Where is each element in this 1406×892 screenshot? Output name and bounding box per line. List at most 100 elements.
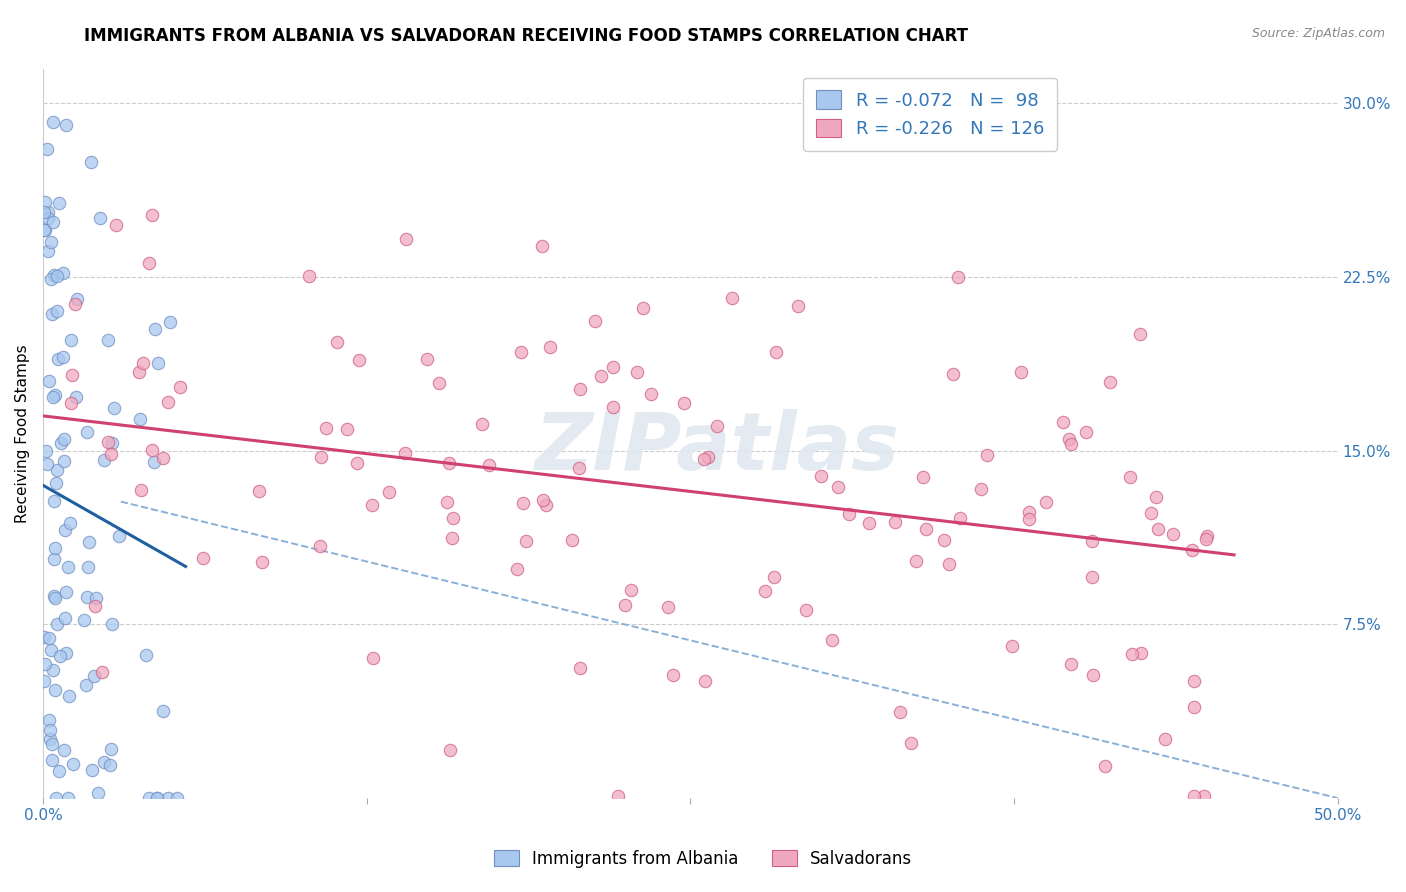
Point [531, 238, 554, 252]
Point [191, 551, 214, 566]
Point [146, 356, 169, 370]
Point [89, 211, 111, 226]
Point [561, 533, 583, 547]
Point [478, 458, 501, 472]
Y-axis label: Receiving Food Stamps: Receiving Food Stamps [15, 344, 30, 523]
Point [620, 582, 643, 597]
Point [35, 443, 58, 458]
Point [706, 419, 728, 434]
Point [614, 598, 637, 612]
Point [1018, 505, 1040, 519]
Point [53, 611, 76, 625]
Point [44, 591, 66, 605]
Point [1147, 522, 1170, 536]
Point [41, 753, 63, 767]
Point [938, 558, 960, 572]
Point [97, 333, 120, 347]
Point [44, 387, 66, 401]
Point [415, 351, 437, 366]
Point [41, 737, 63, 751]
Point [1129, 327, 1152, 342]
Point [932, 533, 955, 547]
Point [100, 447, 122, 461]
Point [58, 690, 80, 704]
Point [360, 498, 382, 512]
Point [1144, 490, 1167, 504]
Point [1129, 646, 1152, 660]
Point [62, 757, 84, 772]
Point [697, 450, 720, 465]
Point [100, 741, 122, 756]
Point [441, 510, 464, 524]
Point [247, 484, 270, 499]
Point [1081, 667, 1104, 681]
Point [98, 758, 121, 772]
Point [510, 345, 533, 359]
Point [308, 539, 330, 553]
Point [141, 208, 163, 222]
Point [166, 791, 188, 805]
Point [76, 425, 98, 440]
Point [346, 456, 368, 470]
Point [1181, 543, 1204, 558]
Point [505, 562, 527, 576]
Point [52, 266, 75, 280]
Point [103, 401, 125, 415]
Point [250, 555, 273, 569]
Point [76, 559, 98, 574]
Point [143, 322, 166, 336]
Point [38, 375, 60, 389]
Point [73, 613, 96, 627]
Point [884, 515, 907, 529]
Point [52, 453, 75, 467]
Point [911, 469, 934, 483]
Point [93, 756, 115, 770]
Point [42, 493, 65, 508]
Point [48, 764, 70, 778]
Point [1119, 470, 1142, 484]
Point [41, 272, 63, 286]
Point [568, 382, 591, 396]
Point [1010, 365, 1032, 379]
Point [948, 269, 970, 284]
Point [1121, 647, 1143, 661]
Point [515, 533, 537, 548]
Point [1195, 529, 1218, 543]
Point [45, 463, 67, 477]
Point [889, 705, 911, 719]
Point [152, 451, 174, 466]
Point [42, 115, 65, 129]
Point [1001, 640, 1024, 654]
Point [1060, 436, 1083, 450]
Point [104, 218, 127, 232]
Point [1182, 700, 1205, 714]
Point [53, 432, 76, 446]
Point [900, 736, 922, 750]
Point [949, 510, 972, 524]
Point [131, 483, 153, 497]
Point [80, 764, 103, 778]
Point [169, 379, 191, 393]
Point [607, 789, 630, 803]
Point [37, 143, 59, 157]
Point [42, 589, 65, 603]
Point [141, 442, 163, 457]
Legend: R = -0.072   N =  98, R = -0.226   N = 126: R = -0.072 N = 98, R = -0.226 N = 126 [803, 78, 1057, 151]
Point [157, 791, 180, 805]
Point [1182, 789, 1205, 803]
Point [787, 299, 810, 313]
Point [59, 333, 82, 347]
Point [56, 559, 79, 574]
Point [439, 456, 461, 470]
Point [436, 495, 458, 509]
Point [59, 395, 82, 409]
Point [34, 630, 56, 644]
Point [626, 365, 648, 379]
Point [440, 532, 463, 546]
Point [1153, 731, 1175, 746]
Point [1182, 673, 1205, 688]
Point [44, 682, 66, 697]
Point [568, 461, 591, 475]
Point [108, 529, 131, 543]
Point [34, 223, 56, 237]
